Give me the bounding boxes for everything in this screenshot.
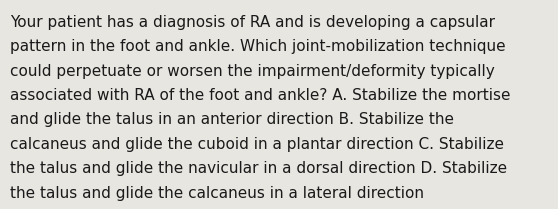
Text: pattern in the foot and ankle. Which joint-mobilization technique: pattern in the foot and ankle. Which joi… xyxy=(10,39,506,54)
Text: and glide the talus in an anterior direction B. Stabilize the: and glide the talus in an anterior direc… xyxy=(10,112,454,127)
Text: associated with RA of the foot and ankle? A. Stabilize the mortise: associated with RA of the foot and ankle… xyxy=(10,88,511,103)
Text: Your patient has a diagnosis of RA and is developing a capsular: Your patient has a diagnosis of RA and i… xyxy=(10,15,495,30)
Text: the talus and glide the navicular in a dorsal direction D. Stabilize: the talus and glide the navicular in a d… xyxy=(10,161,507,176)
Text: calcaneus and glide the cuboid in a plantar direction C. Stabilize: calcaneus and glide the cuboid in a plan… xyxy=(10,137,504,152)
Text: the talus and glide the calcaneus in a lateral direction: the talus and glide the calcaneus in a l… xyxy=(10,186,424,201)
Text: could perpetuate or worsen the impairment/deformity typically: could perpetuate or worsen the impairmen… xyxy=(10,64,495,79)
